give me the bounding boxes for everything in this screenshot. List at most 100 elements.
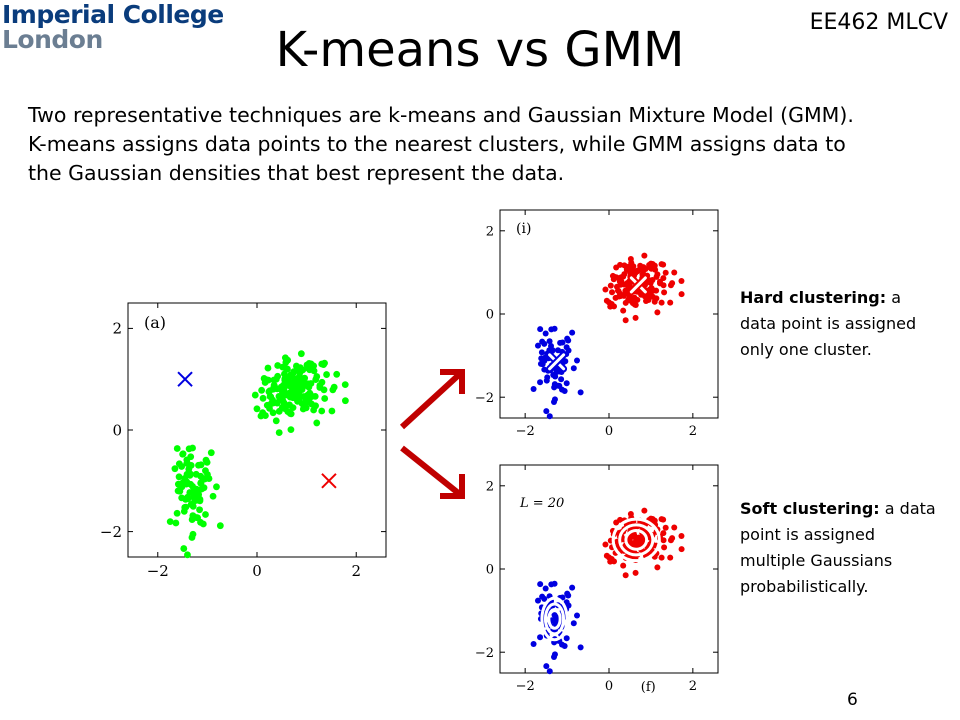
kmeans-init-plot: −2 0 2 −2 0 2 (a) bbox=[100, 302, 387, 580]
data-point bbox=[187, 470, 194, 478]
y-tick-label: 2 bbox=[486, 224, 494, 239]
centroid-marker bbox=[548, 353, 566, 371]
data-point bbox=[631, 294, 638, 301]
data-point bbox=[551, 381, 558, 388]
data-point bbox=[303, 361, 311, 369]
data-point bbox=[266, 393, 274, 400]
data-point bbox=[261, 379, 269, 386]
data-point bbox=[543, 663, 550, 670]
data-point bbox=[279, 392, 287, 400]
data-point bbox=[537, 634, 544, 641]
data-point bbox=[613, 264, 620, 271]
data-point bbox=[622, 572, 629, 579]
data-point bbox=[321, 359, 328, 367]
data-point bbox=[608, 300, 615, 307]
data-point bbox=[183, 459, 191, 467]
data-point bbox=[296, 394, 304, 402]
arrow-down bbox=[400, 445, 465, 499]
data-point bbox=[628, 264, 635, 271]
data-point bbox=[323, 371, 330, 378]
data-point bbox=[302, 404, 310, 412]
data-point bbox=[541, 595, 548, 602]
data-point bbox=[196, 506, 203, 514]
data-point bbox=[565, 337, 572, 344]
data-point bbox=[178, 494, 186, 502]
data-point bbox=[614, 287, 621, 294]
data-point bbox=[551, 580, 558, 587]
data-point bbox=[272, 417, 280, 425]
data-point bbox=[180, 545, 188, 552]
data-point bbox=[546, 338, 553, 345]
y-tick-label: 0 bbox=[486, 308, 494, 323]
data-point bbox=[563, 635, 570, 642]
data-point bbox=[287, 410, 295, 418]
data-point bbox=[640, 268, 647, 275]
data-point bbox=[656, 280, 663, 287]
data-point bbox=[173, 509, 181, 517]
data-point bbox=[651, 517, 658, 524]
panel-label: (f) bbox=[641, 680, 656, 695]
data-point bbox=[313, 419, 321, 427]
y-tick-label: 0 bbox=[486, 563, 494, 578]
data-point bbox=[551, 325, 558, 332]
gaussian-contour bbox=[611, 517, 661, 563]
data-point bbox=[205, 475, 213, 482]
imperial-logo: Imperial College London bbox=[2, 2, 224, 52]
data-point bbox=[550, 398, 557, 405]
data-point bbox=[296, 364, 304, 372]
data-point bbox=[627, 510, 634, 517]
data-point bbox=[610, 276, 617, 283]
data-point bbox=[530, 386, 537, 393]
gaussian-contour bbox=[540, 596, 569, 642]
data-point bbox=[310, 362, 318, 370]
data-point bbox=[538, 355, 545, 362]
data-point bbox=[209, 492, 217, 500]
data-point bbox=[550, 653, 557, 660]
data-point bbox=[669, 535, 676, 542]
data-point bbox=[626, 296, 633, 303]
data-point bbox=[196, 497, 204, 505]
data-point bbox=[554, 347, 561, 354]
data-point bbox=[175, 473, 183, 481]
soft-clustering-plot: −2 0 2 −2 0 2 (f) L = 20 bbox=[475, 464, 719, 695]
data-point bbox=[534, 342, 541, 349]
y-tick-label: 2 bbox=[112, 320, 122, 338]
hard-clustering-caption: Hard clustering: a data point is assigne… bbox=[740, 285, 940, 363]
data-point bbox=[561, 642, 568, 649]
data-point bbox=[653, 273, 660, 280]
data-point bbox=[312, 376, 320, 383]
data-point bbox=[534, 597, 541, 604]
data-point bbox=[647, 290, 654, 297]
x-tick-label: 0 bbox=[252, 562, 262, 580]
x-tick-label: 0 bbox=[605, 424, 613, 439]
data-point bbox=[602, 286, 609, 293]
page-number: 6 bbox=[847, 690, 858, 710]
data-point bbox=[667, 299, 674, 306]
data-point bbox=[641, 507, 648, 514]
data-point bbox=[669, 280, 676, 287]
centroid-marker bbox=[321, 473, 337, 489]
data-point bbox=[678, 291, 685, 298]
data-point bbox=[569, 584, 576, 591]
data-point bbox=[190, 491, 198, 499]
arrow-up bbox=[399, 369, 465, 430]
data-point bbox=[561, 387, 568, 394]
data-point bbox=[187, 480, 194, 488]
x-tick-label: 0 bbox=[605, 679, 613, 694]
data-point bbox=[296, 369, 304, 377]
data-point bbox=[202, 511, 209, 518]
gaussian-contour bbox=[547, 608, 562, 630]
x-tick-label: −2 bbox=[147, 562, 169, 580]
data-point bbox=[621, 271, 628, 278]
data-point bbox=[273, 399, 281, 407]
data-point bbox=[305, 396, 313, 404]
gaussian-contour bbox=[618, 523, 655, 557]
data-point bbox=[558, 376, 565, 383]
data-point bbox=[193, 486, 201, 494]
data-point bbox=[671, 524, 678, 531]
data-point bbox=[662, 524, 669, 531]
panel-label: (i) bbox=[516, 221, 531, 237]
data-point bbox=[654, 564, 661, 571]
data-point bbox=[565, 602, 572, 609]
